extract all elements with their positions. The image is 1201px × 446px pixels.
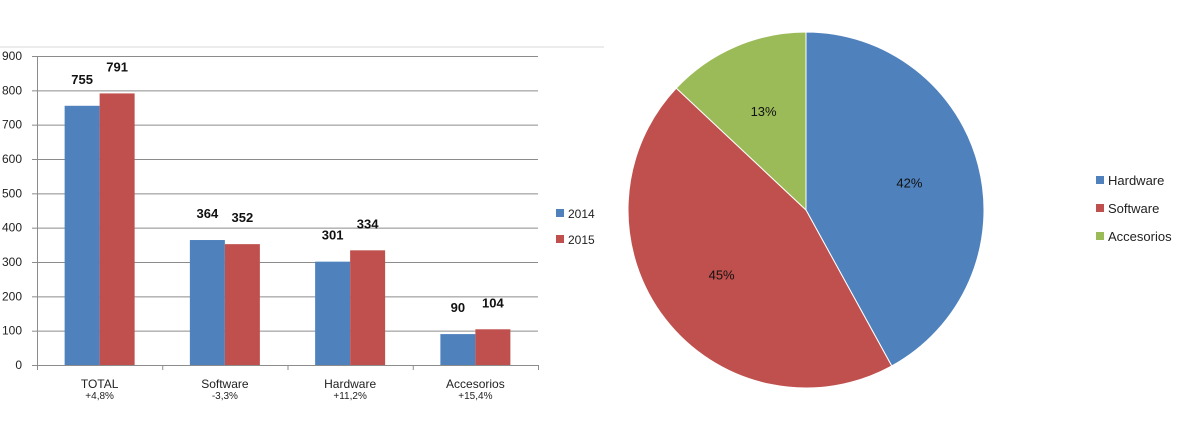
data-label: 791 bbox=[106, 59, 128, 74]
pie-legend-label: Software bbox=[1108, 201, 1159, 216]
y-tick-label: 400 bbox=[2, 221, 22, 235]
category-sublabel: +15,4% bbox=[458, 391, 492, 402]
pie-percent-label: 13% bbox=[751, 104, 777, 119]
data-label: 104 bbox=[482, 295, 504, 310]
category-label: TOTAL bbox=[81, 377, 119, 391]
bar-2015-hardware bbox=[350, 250, 386, 365]
data-label: 352 bbox=[232, 210, 254, 225]
category-sublabel: +11,2% bbox=[333, 391, 367, 402]
data-label: 334 bbox=[357, 216, 379, 231]
y-tick-label: 100 bbox=[2, 324, 22, 338]
legend-label: 2015 bbox=[568, 233, 595, 247]
category-label: Hardware bbox=[324, 377, 376, 391]
pie-slice-accesorios bbox=[675, 31, 807, 212]
y-tick-label: 300 bbox=[2, 255, 22, 269]
pie-legend-label: Accesorios bbox=[1108, 229, 1172, 244]
y-tick-label: 900 bbox=[2, 49, 22, 63]
pie-slice-hardware bbox=[805, 31, 985, 367]
bar-2014-hardware bbox=[315, 261, 351, 365]
bar-2014-accesorios bbox=[440, 334, 476, 365]
bar-2014-software bbox=[189, 240, 225, 365]
y-tick-label: 800 bbox=[2, 83, 22, 97]
pie-slice-software bbox=[627, 87, 893, 389]
pie-percent-label: 42% bbox=[896, 175, 922, 190]
legend-label: 2014 bbox=[568, 207, 595, 221]
bar-2015-total bbox=[99, 93, 135, 365]
pie-legend-label: Hardware bbox=[1108, 173, 1164, 188]
bar-2014-total bbox=[64, 105, 100, 366]
y-tick-label: 0 bbox=[15, 358, 22, 372]
data-label: 755 bbox=[71, 72, 93, 87]
data-label: 364 bbox=[197, 206, 219, 221]
pie-legend-swatch bbox=[1096, 204, 1104, 212]
bar-chart: 0100200300400500600700800900755791TOTAL+… bbox=[0, 46, 604, 402]
pie-legend-swatch bbox=[1096, 176, 1104, 184]
data-label: 90 bbox=[451, 300, 465, 315]
y-tick-label: 600 bbox=[2, 152, 22, 166]
category-label: Software bbox=[201, 377, 249, 391]
bar-2015-software bbox=[224, 244, 260, 365]
category-sublabel: +4,8% bbox=[85, 391, 114, 402]
bar-2015-accesorios bbox=[475, 329, 511, 365]
pie-percent-label: 45% bbox=[709, 267, 735, 282]
y-tick-label: 500 bbox=[2, 186, 22, 200]
legend-swatch bbox=[556, 209, 564, 217]
pie-chart: 42% 45% 13% Hardware Software Accesorios bbox=[627, 31, 1172, 389]
category-label: Accesorios bbox=[446, 377, 505, 391]
pie-legend-swatch bbox=[1096, 232, 1104, 240]
y-tick-label: 200 bbox=[2, 289, 22, 303]
y-tick-label: 700 bbox=[2, 118, 22, 132]
category-sublabel: -3,3% bbox=[212, 391, 238, 402]
data-label: 301 bbox=[322, 228, 344, 243]
legend-swatch bbox=[556, 235, 564, 243]
